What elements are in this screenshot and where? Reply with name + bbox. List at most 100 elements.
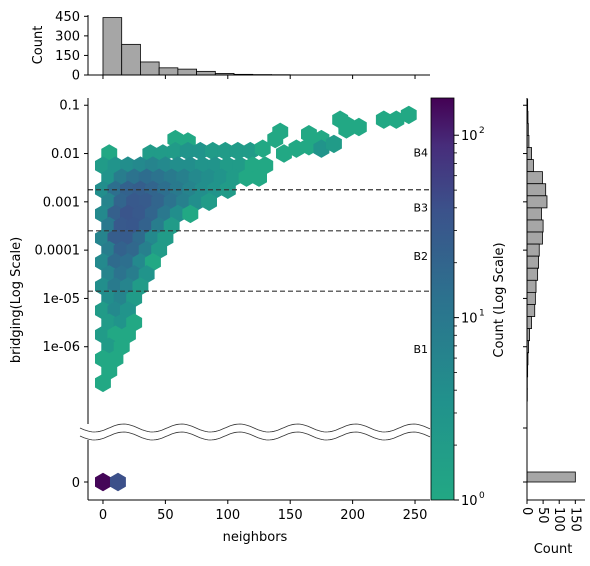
top-histogram-x-ticks	[102, 75, 416, 79]
main-y-tick-label: 0.001	[43, 195, 80, 210]
top-histogram-bars	[102, 17, 291, 76]
colorbar-tick-label: 10	[461, 312, 478, 327]
band-labels: B4 B3 B2 B1	[413, 147, 428, 357]
hexbin-cell	[251, 168, 267, 187]
right-histogram-bar	[526, 243, 540, 257]
zero-hexbin-cell	[110, 472, 126, 492]
zero-hexbin-cells	[95, 472, 126, 492]
right-histogram-bar	[526, 171, 543, 185]
right-histogram-bar	[526, 219, 544, 233]
colorbar-tick-exponent: 2	[479, 126, 485, 136]
hexbin-cell	[204, 141, 221, 161]
main-xlabel: neighbors	[223, 530, 288, 545]
band-label: B3	[413, 202, 428, 215]
right-histogram-bar	[526, 316, 532, 330]
hexbin-cell	[338, 115, 355, 134]
hexbin-cell	[388, 110, 405, 129]
right-histogram-bar	[526, 255, 540, 269]
main-ylabel: bridging(Log Scale)	[9, 237, 24, 363]
top-histogram-bar	[121, 43, 141, 76]
top-histogram-bar	[196, 70, 216, 76]
hexbin-cell	[201, 192, 217, 211]
top-histogram-y-tick-label: 150	[55, 49, 80, 64]
hexbin-cell	[242, 141, 259, 161]
right-histogram-bar	[526, 267, 539, 281]
colorbar-gradient	[431, 98, 454, 500]
hexbin-cell	[400, 105, 417, 125]
main-x-tick-label: 50	[157, 508, 174, 523]
right-histogram-x-ticks: 0 50 100 150	[519, 500, 582, 532]
band-label: B2	[413, 250, 428, 263]
main-y-tick-label: 0.0001	[35, 244, 81, 259]
band-label: B1	[413, 343, 428, 356]
top-histogram-bar	[158, 67, 179, 76]
right-histogram-x-tick-label: 100	[551, 507, 566, 532]
main-y-tick-label: 1e-06	[42, 340, 80, 355]
colorbar-tick-exponent: 0	[479, 491, 485, 501]
right-histogram-bar	[526, 279, 537, 293]
hexbin-cell	[254, 139, 271, 158]
right-histogram-xlabel: Count	[534, 542, 573, 557]
main-x-tick-label: 250	[403, 508, 428, 523]
right-histogram-x-tick-label: 150	[567, 507, 582, 532]
right-histogram-zero-bar	[526, 471, 576, 483]
hexbin-cell	[313, 139, 330, 158]
hexbin-cell	[375, 110, 392, 129]
hexbin-cell	[167, 129, 184, 149]
main-y-tick-label: 0.01	[51, 147, 80, 162]
main-panel: B4 B3 B2 B1 0.1 0.01 0.001 0.0001 1e-05 1e-06 br…	[9, 98, 430, 424]
right-histogram-bars	[526, 98, 576, 483]
threshold-lines	[88, 189, 430, 292]
zero-y-tick-label: 0	[72, 476, 80, 491]
right-histogram-x-tick-label: 0	[519, 507, 534, 515]
colorbar-tick-label: 10	[461, 494, 478, 509]
colorbar-frame	[430, 97, 455, 501]
right-histogram-bar	[526, 231, 543, 245]
hexbin-cell	[350, 117, 367, 137]
hexbin-cells	[95, 105, 417, 393]
main-x-tick-label: 200	[340, 508, 365, 523]
top-histogram-y-ticks: 0 150 300 450	[55, 10, 88, 84]
main-x-tick-label: 150	[278, 508, 303, 523]
main-x-ticks: 0 50 100 150 200 250	[99, 500, 428, 523]
hexbin-cell	[182, 204, 199, 224]
right-histogram-bar	[526, 147, 532, 160]
hexbin-cell	[229, 141, 246, 161]
hexbin-cell	[272, 122, 289, 141]
right-histogram: 0 50 100 150 Count	[519, 98, 585, 557]
top-histogram-y-tick-label: 0	[72, 69, 80, 84]
main-x-tick-label: 0	[99, 508, 107, 523]
hexbin-cell	[95, 373, 111, 393]
right-histogram-bar	[526, 291, 536, 305]
main-y-tick-label: 1e-05	[42, 292, 80, 307]
hexbin-cell	[217, 141, 234, 161]
right-histogram-bar	[526, 304, 536, 317]
top-histogram-bar	[102, 17, 123, 76]
right-histogram-bar	[526, 195, 548, 209]
axis-break-wave-bottom	[79, 431, 431, 441]
top-histogram: 0 150 300 450 Count	[31, 10, 430, 84]
zero-panel: 0 0 50 100 150 200 250 neighbors	[72, 440, 430, 545]
hexbin-cell	[301, 125, 317, 144]
top-histogram-y-tick-label: 300	[55, 29, 80, 44]
band-label: B4	[413, 147, 428, 160]
axis-break-wave-top	[79, 423, 431, 433]
hexbin-cell	[288, 139, 305, 158]
hexbin-cell	[325, 134, 342, 154]
hexbin-cell	[238, 168, 255, 187]
hexbin-cell	[301, 137, 317, 156]
top-histogram-bar	[177, 68, 197, 76]
right-histogram-y-ticks	[523, 104, 527, 483]
colorbar-tick-label: 10	[461, 129, 478, 144]
top-histogram-y-tick-label: 450	[55, 10, 80, 25]
right-histogram-bar	[526, 183, 547, 197]
top-histogram-ylabel: Count	[31, 26, 46, 65]
main-y-ticks: 0.1 0.01 0.001 0.0001 1e-05 1e-06	[35, 99, 88, 355]
right-histogram-x-tick-label: 50	[535, 507, 550, 524]
top-histogram-bar	[140, 61, 160, 76]
hexbin-cell	[179, 141, 196, 161]
hexbin-cell	[167, 141, 184, 161]
